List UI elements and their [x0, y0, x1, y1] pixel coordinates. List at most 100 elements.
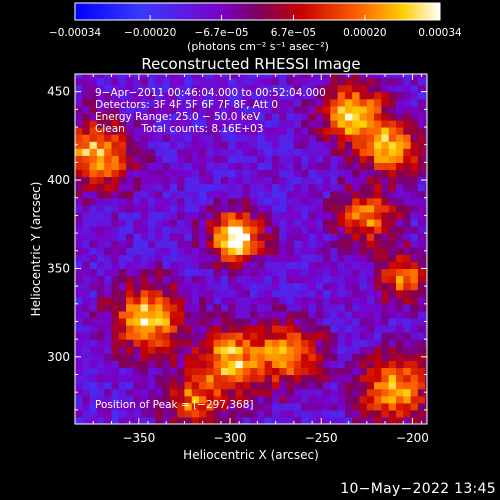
heatmap-cell: [264, 112, 273, 121]
heatmap-cell: [89, 119, 98, 128]
heatmap-cell: [395, 310, 404, 319]
heatmap-cell: [96, 134, 105, 142]
heatmap-cell: [366, 240, 375, 248]
heatmap-cell: [242, 353, 251, 361]
heatmap-cell: [111, 303, 120, 312]
heatmap-cell: [344, 204, 353, 213]
heatmap-cell: [257, 360, 266, 369]
heatmap-cell: [323, 226, 331, 234]
heatmap-cell: [425, 268, 427, 277]
heatmap-cell: [126, 310, 134, 319]
heatmap-cell: [388, 134, 397, 142]
heatmap-cell: [191, 339, 200, 347]
heatmap-cell: [425, 367, 427, 376]
heatmap-cell: [147, 367, 156, 376]
heatmap-cell: [133, 84, 142, 93]
heatmap-cell: [155, 112, 164, 121]
heatmap-cell: [82, 388, 91, 397]
heatmap-cell: [104, 409, 113, 418]
heatmap-cell: [410, 127, 419, 135]
heatmap-cell: [417, 98, 426, 107]
heatmap-cell: [140, 233, 149, 241]
heatmap-cell: [213, 416, 222, 424]
heatmap-cell: [410, 268, 419, 277]
heatmap-cell: [403, 409, 412, 418]
heatmap-cell: [220, 77, 229, 86]
heatmap-cell: [301, 84, 310, 93]
heatmap-cell: [242, 254, 251, 262]
heatmap-cell: [308, 296, 317, 305]
heatmap-cell: [279, 218, 288, 227]
heatmap-cell: [395, 282, 404, 291]
heatmap-cell: [235, 218, 244, 227]
heatmap-cell: [235, 127, 244, 135]
heatmap-cell: [425, 155, 427, 163]
heatmap-cell: [177, 74, 186, 79]
heatmap-cell: [191, 218, 200, 227]
heatmap-cell: [381, 254, 390, 262]
heatmap-cell: [359, 325, 368, 333]
heatmap-cell: [293, 282, 302, 291]
heatmap-cell: [118, 169, 127, 178]
heatmap-cell: [133, 296, 142, 305]
heatmap-cell: [133, 119, 142, 128]
heatmap-cell: [147, 332, 156, 340]
heatmap-cell: [323, 353, 331, 361]
heatmap-cell: [191, 275, 200, 284]
heatmap-cell: [264, 162, 273, 171]
heatmap-cell: [235, 162, 244, 171]
heatmap-cell: [199, 155, 207, 163]
heatmap-cell: [257, 289, 266, 298]
heatmap-cell: [374, 211, 383, 220]
heatmap-cell: [104, 127, 113, 135]
heatmap-cell: [388, 310, 397, 319]
heatmap-cell: [366, 204, 375, 213]
heatmap-cell: [330, 402, 339, 411]
heatmap-cell: [323, 332, 331, 340]
heatmap-cell: [228, 247, 237, 255]
heatmap-cell: [250, 367, 258, 376]
heatmap-cell: [264, 119, 273, 128]
heatmap-cell: [235, 317, 244, 326]
heatmap-cell: [89, 204, 98, 213]
heatmap-cell: [206, 74, 215, 79]
heatmap-cell: [162, 381, 171, 390]
heatmap-cell: [359, 360, 368, 369]
heatmap-cell: [344, 261, 353, 270]
heatmap-cell: [184, 346, 193, 354]
heatmap-cell: [235, 141, 244, 149]
heatmap-cell: [264, 247, 273, 255]
heatmap-cell: [381, 346, 390, 354]
heatmap-cell: [395, 381, 404, 390]
heatmap-cell: [271, 289, 280, 298]
heatmap-cell: [82, 98, 91, 107]
heatmap-cell: [359, 183, 368, 192]
heatmap-cell: [308, 402, 317, 411]
heatmap-cell: [111, 74, 120, 79]
heatmap-cell: [169, 409, 178, 418]
heatmap-cell: [250, 134, 258, 142]
heatmap-cell: [177, 162, 186, 171]
heatmap-cell: [199, 77, 207, 86]
heatmap-cell: [279, 162, 288, 171]
heatmap-cell: [184, 339, 193, 347]
heatmap-cell: [199, 119, 207, 128]
heatmap-cell: [162, 409, 171, 418]
heatmap-cell: [381, 395, 390, 404]
heatmap-cell: [264, 211, 273, 220]
heatmap-cell: [82, 402, 91, 411]
heatmap-cell: [366, 360, 375, 369]
heatmap-cell: [250, 190, 258, 199]
heatmap-cell: [388, 169, 397, 178]
heatmap-cell: [271, 325, 280, 333]
heatmap-cell: [250, 155, 258, 163]
heatmap-cell: [337, 148, 346, 156]
heatmap-cell: [213, 402, 222, 411]
heatmap-cell: [75, 247, 83, 255]
heatmap-cell: [264, 325, 273, 333]
heatmap-cell: [250, 105, 258, 114]
heatmap-cell: [366, 296, 375, 305]
heatmap-cell: [118, 183, 127, 192]
heatmap-cell: [133, 353, 142, 361]
heatmap-cell: [184, 218, 193, 227]
